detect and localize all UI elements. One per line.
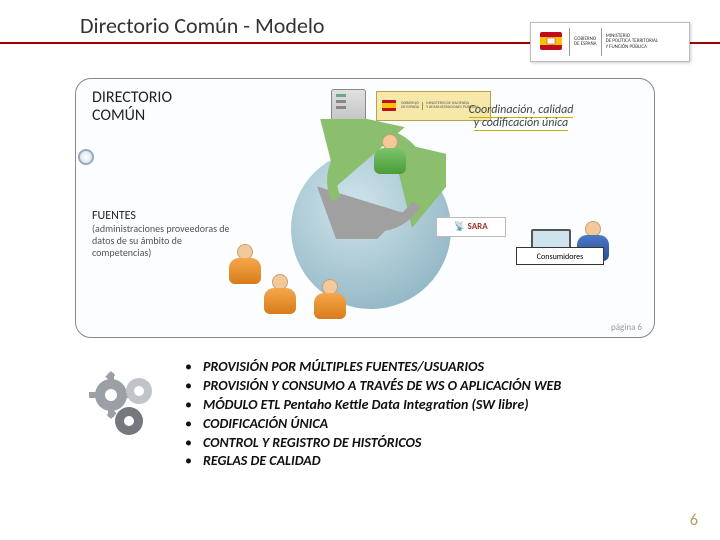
- bullet-item: •REGLAS DE CALIDAD: [185, 452, 561, 471]
- diag-title-l1: DIRECTORIO: [92, 89, 172, 107]
- bullet-text: PROVISIÓN Y CONSUMO A TRAVÉS DE WS O APL…: [203, 377, 561, 396]
- mini-shield-icon: [381, 98, 397, 114]
- bullet-list: •PROVISIÓN POR MÚLTIPLES FUENTES/USUARIO…: [185, 358, 561, 471]
- bullet-text: CONTROL Y REGISTRO DE HISTÓRICOS: [203, 434, 421, 453]
- bullet-item: •CODIFICACIÓN ÚNICA: [185, 415, 561, 434]
- gears-icon: [85, 365, 165, 445]
- person-provider3-icon: [311, 279, 349, 321]
- bullet-item: •MÓDULO ETL Pentaho Kettle Data Integrat…: [185, 396, 561, 415]
- bullet-text: MÓDULO ETL Pentaho Kettle Data Integrati…: [203, 396, 529, 415]
- diagram-frame: DIRECTORIO COMÚN FUENTES (administracion…: [75, 78, 655, 338]
- diagram-page-note: página 6: [611, 322, 642, 333]
- person-coordinator-icon: [371, 134, 409, 176]
- fuentes-title: FUENTES: [92, 209, 232, 223]
- bullet-item: •PROVISIÓN Y CONSUMO A TRAVÉS DE WS O AP…: [185, 377, 561, 396]
- person-provider2-icon: [261, 274, 299, 316]
- logo-gov-text: GOBIERNO DE ESPAÑA: [569, 28, 597, 56]
- bullet-text: PROVISIÓN POR MÚLTIPLES FUENTES/USUARIOS: [203, 358, 484, 377]
- bullet-text: CODIFICACIÓN ÚNICA: [203, 415, 328, 434]
- bullet-item: •PROVISIÓN POR MÚLTIPLES FUENTES/USUARIO…: [185, 358, 561, 377]
- coord-text: Coordinación, calidad y codificación úni…: [431, 104, 611, 130]
- coord-l2: y codificación única: [474, 116, 568, 131]
- bullet-text: REGLAS DE CALIDAD: [203, 452, 321, 471]
- diagram-title: DIRECTORIO COMÚN: [92, 89, 172, 124]
- fuentes-block: FUENTES (administraciones proveedoras de…: [92, 209, 232, 259]
- consumidores-label: Consumidores: [516, 247, 604, 265]
- logo-ministry-text: MINISTERIO DE POLÍTICA TERRITORIAL Y FUN…: [601, 28, 658, 56]
- min-line3: Y FUNCIÓN PÚBLICA: [606, 45, 658, 51]
- mini-gov-text: GOBIERNO DE ESPAÑA: [401, 102, 419, 110]
- header-logo: GOBIERNO DE ESPAÑA MINISTERIO DE POLÍTIC…: [530, 22, 690, 62]
- page-number: 6: [690, 511, 698, 530]
- diag-title-l2: COMÚN: [92, 107, 172, 125]
- gov-line2: DE ESPAÑA: [574, 42, 597, 48]
- slide-title: Directorio Común - Modelo: [80, 12, 325, 39]
- sara-network-icon: SARA: [436, 217, 506, 237]
- bullet-item: •CONTROL Y REGISTRO DE HISTÓRICOS: [185, 434, 561, 453]
- mini-gov2: DE ESPAÑA: [401, 106, 419, 110]
- decorative-splat-icon: [78, 149, 94, 165]
- spain-shield-icon: [537, 28, 565, 56]
- person-provider1-icon: [226, 244, 264, 286]
- fuentes-desc: (administraciones proveedoras de datos d…: [92, 223, 232, 259]
